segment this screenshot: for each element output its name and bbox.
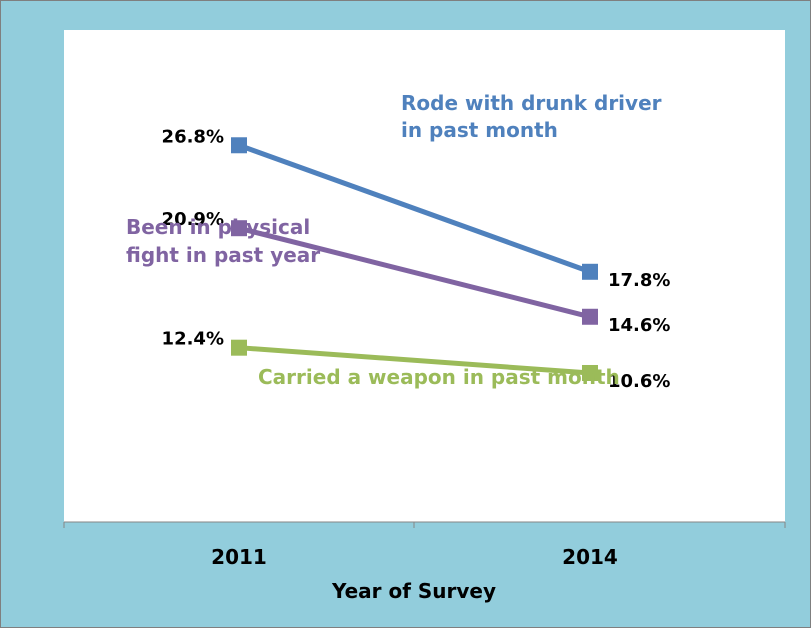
series-line xyxy=(238,225,591,320)
data-label: 20.9% xyxy=(162,209,224,230)
data-label: 14.6% xyxy=(608,315,670,336)
series-name-line: Carried a weapon in past month xyxy=(258,365,620,389)
series-1: 26.8% 17.8% Rode with drunk driver in past … xyxy=(162,91,671,291)
x-tick-labels: 2011 2014 xyxy=(211,545,618,569)
series-3: 12.4% 10.6%Carried a weapon in past month xyxy=(162,329,671,392)
series-name-label: Been in physical fight in past year xyxy=(126,215,320,267)
data-label: 17.8% xyxy=(608,270,670,291)
series-name-label: Rode with drunk driver in past month xyxy=(401,91,662,142)
series-name-line: Rode with drunk driver xyxy=(401,91,662,115)
series-name-line: fight in past year xyxy=(126,243,320,267)
data-label: 12.4% xyxy=(162,329,224,350)
data-label: 10.6% xyxy=(608,371,670,392)
x-tick-label: 2014 xyxy=(562,545,618,569)
data-point-marker xyxy=(582,263,598,280)
data-point-marker xyxy=(231,137,247,154)
data-point-marker xyxy=(231,339,247,356)
x-axis xyxy=(63,521,786,528)
series-name-line: Been in physical xyxy=(126,215,310,239)
series-name-label: Carried a weapon in past month xyxy=(258,365,620,389)
series-layer: 26.8% 17.8% Rode with drunk driver in past … xyxy=(126,91,670,392)
series-name-line: in past month xyxy=(401,118,558,142)
x-tick-label: 2011 xyxy=(211,545,267,569)
series-line xyxy=(238,345,591,376)
data-point-marker xyxy=(582,364,598,381)
data-point-marker xyxy=(582,308,598,325)
series-2: 20.9% 14.6% Been in physical fight in past … xyxy=(126,209,670,336)
data-label: 26.8% xyxy=(162,126,224,147)
series-line xyxy=(238,142,591,275)
x-axis-title: Year of Survey xyxy=(331,579,496,603)
data-point-marker xyxy=(231,220,247,237)
